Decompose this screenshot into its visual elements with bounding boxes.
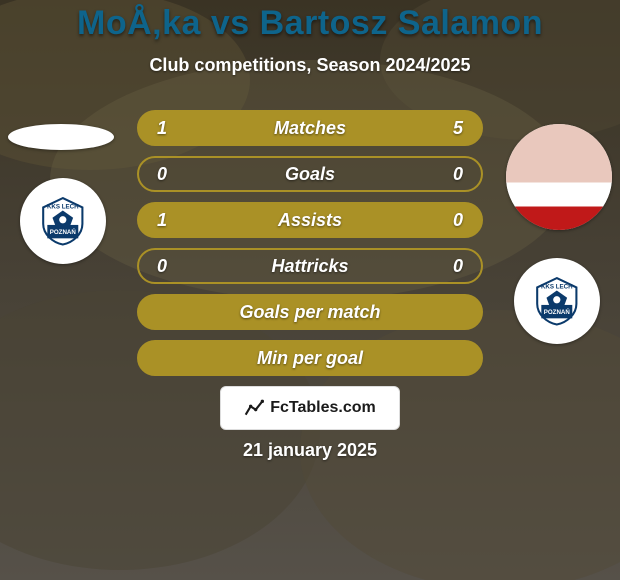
date-label: 21 january 2025: [0, 440, 620, 461]
stat-label: Matches: [171, 118, 449, 139]
stat-right: 0: [449, 256, 467, 277]
stat-right: 5: [449, 118, 467, 139]
stat-label: Hattricks: [171, 256, 449, 277]
stat-left: 0: [153, 164, 171, 185]
stat-label: Goals per match: [171, 302, 449, 323]
stat-row-min-per-goal: Min per goal: [137, 340, 483, 376]
stat-label: Min per goal: [171, 348, 449, 369]
stat-row-goals: 0 Goals 0: [137, 156, 483, 192]
stat-right: 0: [449, 164, 467, 185]
stat-row-assists: 1 Assists 0: [137, 202, 483, 238]
stat-row-hattricks: 0 Hattricks 0: [137, 248, 483, 284]
stat-left: 1: [153, 118, 171, 139]
stat-label: Goals: [171, 164, 449, 185]
stat-row-matches: 1 Matches 5: [137, 110, 483, 146]
stat-left: 1: [153, 210, 171, 231]
stats-container: 1 Matches 5 0 Goals 0 1 Assists 0 0 Hatt…: [137, 110, 483, 376]
page-title: MoÅ‚ka vs Bartosz Salamon: [0, 4, 620, 43]
stat-right: 0: [449, 210, 467, 231]
fctables-label: FcTables.com: [270, 399, 376, 417]
stat-label: Assists: [171, 210, 449, 231]
stat-left: 0: [153, 256, 171, 277]
subtitle: Club competitions, Season 2024/2025: [0, 55, 620, 76]
fctables-link[interactable]: FcTables.com: [220, 386, 400, 430]
chart-icon: [244, 398, 264, 418]
stat-row-goals-per-match: Goals per match: [137, 294, 483, 330]
